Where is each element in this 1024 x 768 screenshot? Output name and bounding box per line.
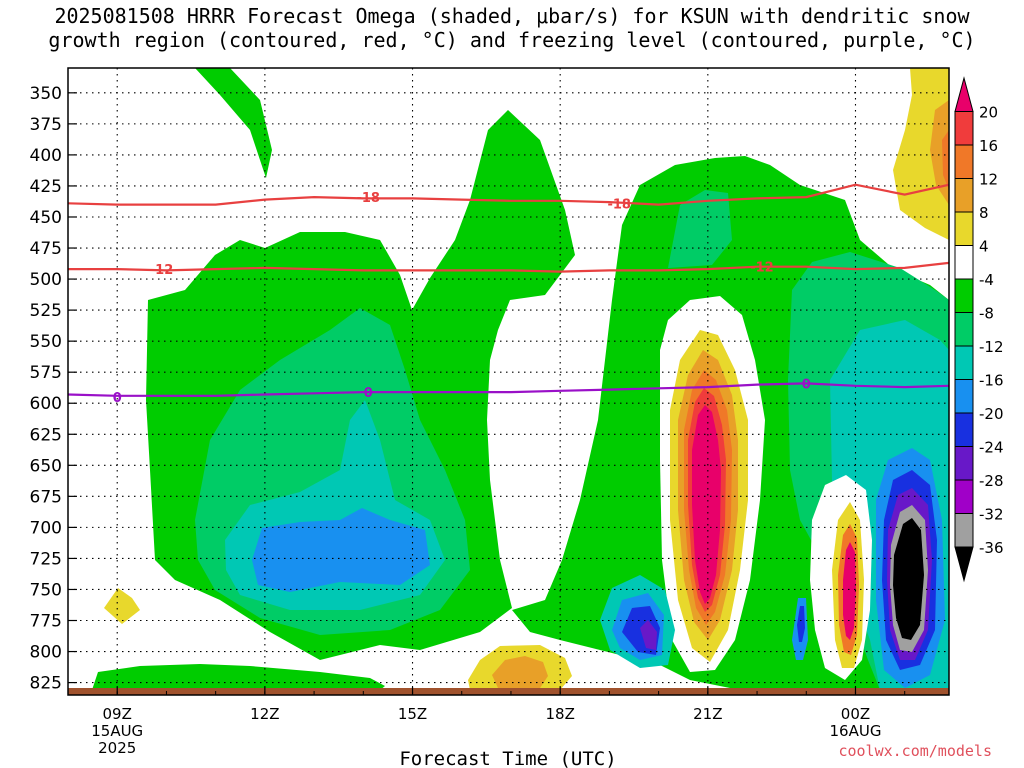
omega-region-red-topright <box>942 130 949 190</box>
colorbar-label: -32 <box>979 506 1004 524</box>
colorbar-segment <box>954 211 974 246</box>
colorbar-label: 4 <box>979 238 989 256</box>
contour-label: 0 <box>113 391 122 406</box>
x-tick-sublabel2: 2025 <box>98 739 136 757</box>
x-tick-label: 12Z <box>250 705 279 723</box>
y-tick-label: 650 <box>30 456 62 476</box>
colorbar-segment <box>954 111 974 146</box>
omega-region-magenta-center <box>692 405 721 604</box>
omega-region-darkblue-thin <box>797 606 805 642</box>
y-tick-label: 700 <box>30 518 62 538</box>
contour-label: 0 <box>802 377 811 392</box>
omega-region-yellow-small <box>104 588 140 624</box>
chart-title: 2025081508 HRRR Forecast Omega (shaded, … <box>0 4 1024 52</box>
contour-label: -12 <box>150 263 174 278</box>
y-tick-label: 450 <box>30 208 62 228</box>
colorbar-label: 8 <box>979 204 989 222</box>
y-tick-label: 525 <box>30 301 62 321</box>
contour-label: -18 <box>356 191 380 206</box>
colorbar-segment <box>954 513 974 548</box>
colorbar-segment <box>954 144 974 179</box>
colorbar-label: -8 <box>979 305 994 323</box>
y-tick-label: 600 <box>30 394 62 414</box>
omega-region-magenta-right <box>843 542 856 640</box>
omega-region-black-right <box>893 518 924 640</box>
colorbar-segment <box>954 345 974 380</box>
colorbar-label: -16 <box>979 372 1004 390</box>
colorbar-label: -4 <box>979 271 994 289</box>
y-tick-label: 625 <box>30 425 62 445</box>
y-tick-label: 800 <box>30 643 62 663</box>
colorbar-label: 12 <box>979 171 998 189</box>
colorbar-label: -36 <box>979 539 1004 557</box>
contour-lines <box>68 183 949 397</box>
omega-region-green-bottom <box>92 664 385 690</box>
colorbar-segment <box>954 479 974 514</box>
chart-title-line2: growth region (contoured, red, °C) and f… <box>48 28 976 52</box>
chart-title-line1: 2025081508 HRRR Forecast Omega (shaded, … <box>54 4 970 28</box>
y-tick-label: 775 <box>30 612 62 632</box>
colorbar-label: 16 <box>979 137 998 155</box>
x-tick-label: 18Z <box>545 705 574 723</box>
omega-region-green-top <box>195 68 272 178</box>
colorbar-segment <box>954 312 974 347</box>
contour-line <box>68 261 949 273</box>
y-tick-label: 425 <box>30 177 62 197</box>
y-tick-label: 350 <box>30 84 62 104</box>
y-tick-label: 750 <box>30 580 62 600</box>
contour-label: -18 <box>607 197 631 212</box>
omega-region-orange-bottom <box>492 656 548 688</box>
y-tick-label: 725 <box>30 549 62 569</box>
omega-region-purple-lower <box>640 620 657 650</box>
colorbar-segment <box>954 278 974 313</box>
y-tick-label: 675 <box>30 487 62 507</box>
omega-region-blue-left <box>252 508 430 592</box>
colorbar-segment <box>954 76 974 112</box>
x-tick-label: 21Z <box>693 705 722 723</box>
colorbar-segment <box>954 546 974 583</box>
x-tick-label: 15Z <box>398 705 427 723</box>
colorbar-label: 20 <box>979 104 998 122</box>
y-tick-label: 825 <box>30 674 62 694</box>
contour-line <box>68 382 949 397</box>
y-tick-label: 400 <box>30 146 62 166</box>
terrain-strip <box>68 688 949 695</box>
colorbar-label: -20 <box>979 405 1004 423</box>
plot-frame <box>67 67 950 696</box>
contour-label: -12 <box>750 261 774 276</box>
x-tick-sublabel: 15AUG <box>91 722 143 740</box>
colorbar-label: -28 <box>979 472 1004 490</box>
colorbar-label: -12 <box>979 338 1004 356</box>
colorbar: 20 16 12 8 4 -4 -8 -12 -16 -20 -24 -28 -32 -36 <box>954 76 1004 583</box>
contour-line <box>68 183 949 206</box>
omega-region-orange-topright <box>930 100 949 205</box>
x-tick-label: 09Z <box>103 705 132 723</box>
y-tick-label: 375 <box>30 115 62 135</box>
dotted-grid <box>68 68 949 695</box>
colorbar-label: -24 <box>979 439 1004 457</box>
colorbar-segment <box>954 379 974 414</box>
contour-labels: -18 -18 -12 -12 0 0 0 <box>113 191 811 406</box>
contour-label: 0 <box>364 386 373 401</box>
y-axis: 350 375 400 425 450 475 500 525 550 575 600 625 650 6… <box>30 84 77 694</box>
colorbar-segment <box>954 178 974 213</box>
x-tick-sublabel: 16AUG <box>830 722 882 740</box>
x-axis-label: Forecast Time (UTC) <box>399 748 616 768</box>
y-tick-label: 500 <box>30 270 62 290</box>
y-tick-label: 475 <box>30 239 62 259</box>
omega-shading <box>68 68 949 695</box>
colorbar-segment <box>954 412 974 447</box>
y-tick-label: 575 <box>30 363 62 383</box>
colorbar-segment <box>954 245 974 280</box>
colorbar-segment <box>954 446 974 481</box>
x-tick-label: 00Z <box>841 705 870 723</box>
y-tick-label: 550 <box>30 332 62 352</box>
credit-text: coolwx.com/models <box>838 742 992 760</box>
